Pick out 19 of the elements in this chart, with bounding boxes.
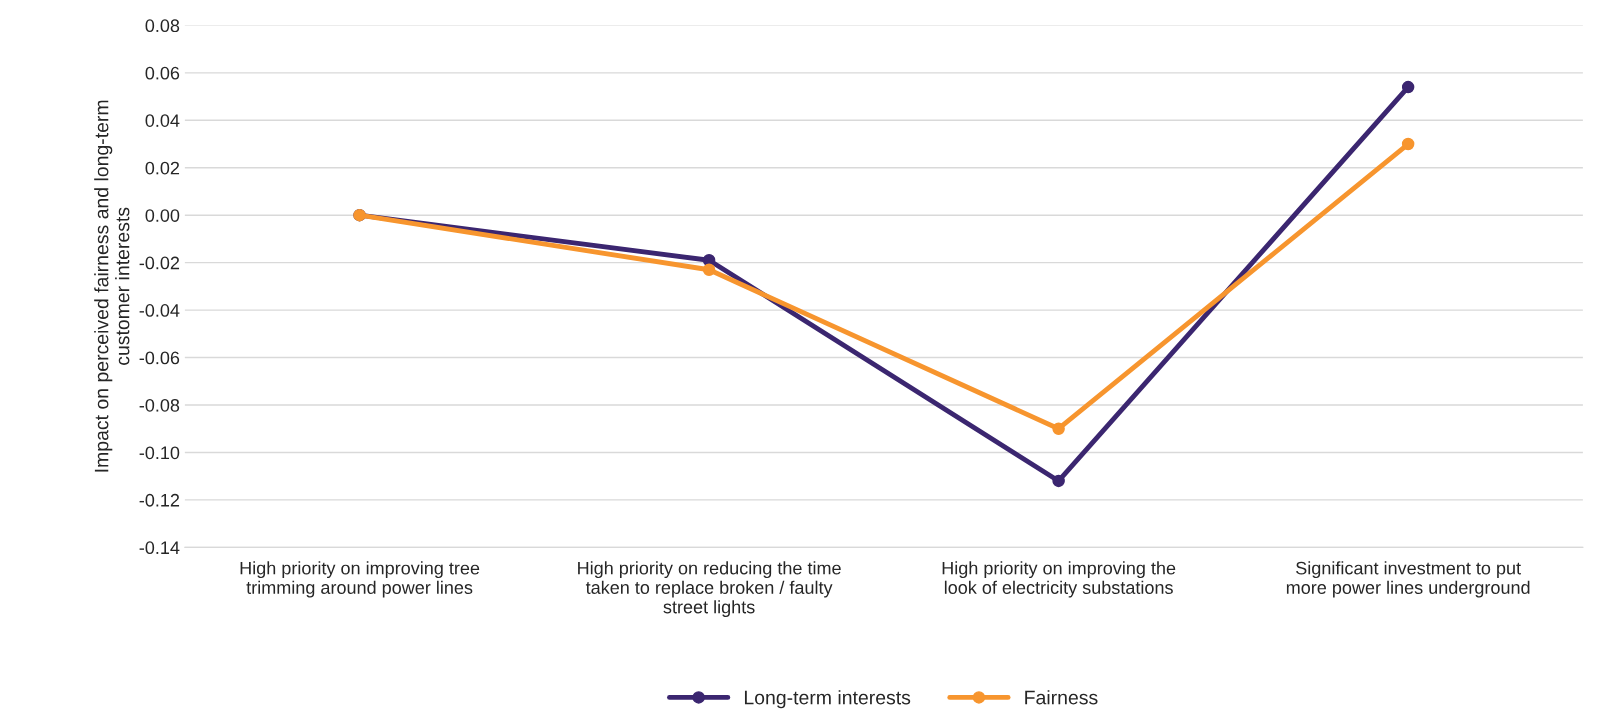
x-tick-label: High priority on reducing the time taken to replace broken / faulty street lights [578, 561, 841, 617]
y-tick-label: -0.12 [139, 493, 180, 507]
x-tick-label: High priority on improving the look of electricity substations [942, 561, 1176, 598]
y-tick-label: 0.06 [145, 66, 180, 80]
y-tick-label: -0.08 [139, 398, 180, 412]
y-tick-label: -0.10 [139, 446, 180, 460]
y-tick-label: -0.06 [139, 351, 180, 365]
legend-label: Fairness [1025, 690, 1098, 705]
y-tick-label: 0.00 [145, 209, 180, 222]
y-tick-label: -0.14 [139, 541, 180, 555]
y-tick-label: 0.08 [145, 19, 180, 33]
x-tick-label: Significant investment to put more power lines underground [1286, 561, 1530, 598]
y-axis-title: Impact on perceived fairness and long-term customer interests [94, 100, 130, 472]
x-tick-label: High priority on improving tree trimming around power lines [240, 561, 480, 598]
y-tick-label: 0.04 [145, 114, 180, 127]
y-tick-label: 0.02 [145, 161, 180, 175]
y-tick-label: -0.04 [139, 304, 180, 317]
y-tick-label: -0.02 [139, 256, 180, 270]
legend-label: Long-term interests [744, 690, 911, 709]
